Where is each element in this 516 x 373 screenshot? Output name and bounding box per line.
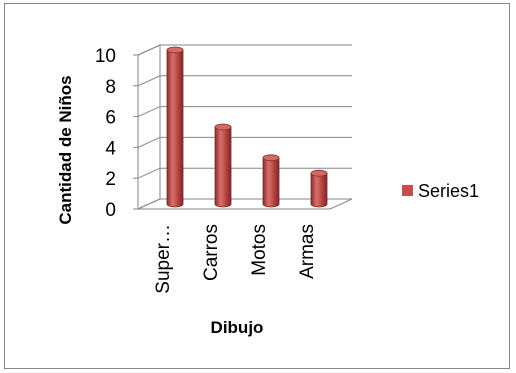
bar-top xyxy=(167,47,183,53)
y-axis-title: Cantidad de Niños xyxy=(56,75,75,224)
y-tick-label: 4 xyxy=(105,138,116,159)
legend-swatch xyxy=(402,185,413,196)
y-tick-label: 2 xyxy=(105,169,116,190)
legend: Series1 xyxy=(402,181,479,201)
bar xyxy=(215,124,231,207)
bar-top xyxy=(215,124,231,130)
legend-label: Series1 xyxy=(418,181,479,201)
bar xyxy=(311,170,327,207)
x-tick-label: Carros xyxy=(201,224,222,281)
y-tick-label: 10 xyxy=(95,46,116,67)
plot-back-wall xyxy=(138,45,160,209)
bar-body xyxy=(167,50,183,207)
plot-side-wall xyxy=(138,45,160,209)
bar xyxy=(263,155,279,207)
bar xyxy=(167,47,183,207)
x-tick-label: Armas xyxy=(297,224,318,279)
x-tick-label: Super… xyxy=(153,224,174,294)
x-axis-title: Dibujo xyxy=(211,318,264,337)
y-tick-label: 6 xyxy=(105,108,116,129)
bars xyxy=(167,47,327,207)
bar-body xyxy=(215,127,231,207)
x-axis-ticks: Super… Carros Motos Armas xyxy=(153,224,318,294)
bar-top xyxy=(311,170,327,176)
y-axis-ticks: 0 2 4 6 8 10 xyxy=(95,46,138,221)
y-tick-label: 0 xyxy=(105,200,116,221)
bar-top xyxy=(263,155,279,161)
bar-body xyxy=(311,173,327,207)
y-tick-label: 8 xyxy=(105,77,116,98)
bar-body xyxy=(263,158,279,207)
x-tick-label: Motos xyxy=(249,224,270,276)
